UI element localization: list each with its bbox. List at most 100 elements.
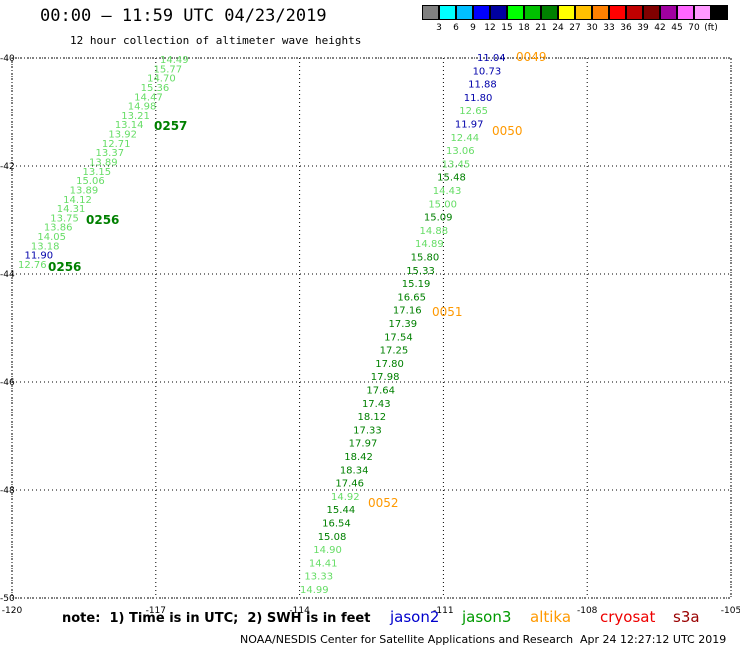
track-a-value: 15.77	[154, 64, 183, 75]
track-a-time: 0256	[86, 213, 119, 227]
legend-s3a: s3a	[673, 608, 700, 626]
track-b-value: 13.33	[304, 572, 333, 583]
track-b-value: 14.99	[300, 585, 329, 596]
colorbar-label: 21	[535, 23, 547, 33]
track-b-value: 14.43	[433, 186, 462, 197]
lon-tick-label: -111	[433, 606, 453, 616]
track-a-value: 14.47	[134, 92, 163, 103]
track-a-value: 11.90	[24, 251, 53, 262]
track-b-value: 14.92	[331, 492, 360, 503]
track-b-value: 17.80	[375, 359, 404, 370]
track-b-value: 14.88	[419, 226, 448, 237]
colorbar-swatch	[592, 5, 609, 20]
colorbar-label: 45	[671, 23, 683, 33]
lat-tick-label: -40	[0, 54, 15, 64]
lon-tick-label: -117	[146, 606, 166, 616]
track-b-value: 17.39	[389, 319, 418, 330]
track-b-time: 0049	[516, 50, 547, 64]
track-a-value: 13.89	[70, 185, 99, 196]
track-a-value: 13.21	[121, 111, 150, 122]
lat-tick-label: -50	[0, 594, 15, 604]
track-b-value: 15.48	[437, 173, 466, 184]
colorbar-label: 15	[501, 23, 513, 33]
colorbar-label: 70	[688, 23, 700, 33]
legend-jason2: jason2	[390, 608, 440, 626]
track-a-value: 12.76	[18, 260, 47, 271]
track-b-value: 12.44	[450, 133, 479, 144]
track-b-value: 17.43	[362, 399, 391, 410]
track-b-value: 17.46	[335, 479, 364, 490]
colorbar-swatch	[677, 5, 694, 20]
lon-tick-label: -120	[2, 606, 23, 616]
colorbar-label: 3	[436, 23, 442, 33]
track-b-value: 11.04	[477, 53, 506, 64]
colorbar-swatch	[660, 5, 677, 20]
track-b-value: 17.16	[393, 306, 422, 317]
track-a-value: 13.14	[115, 120, 144, 131]
colorbar-label: 24	[552, 23, 564, 33]
colorbar-swatch	[422, 5, 439, 20]
legend-jason3: jason3	[462, 608, 512, 626]
track-b-value: 13.06	[446, 146, 475, 157]
legend-cryosat: cryosat	[600, 608, 656, 626]
track-a-value: 13.75	[50, 213, 79, 224]
colorbar-swatch	[490, 5, 507, 20]
track-b-value: 17.98	[371, 372, 400, 383]
track-a-value: 13.37	[95, 148, 124, 159]
track-b-value: 12.65	[459, 106, 488, 117]
colorbar-label: 9	[470, 23, 476, 33]
track-a-value: 14.49	[160, 55, 189, 66]
track-b-value: 11.97	[455, 120, 484, 131]
colorbar-swatch	[626, 5, 643, 20]
track-b-value: 15.19	[402, 279, 431, 290]
track-b-value: 16.54	[322, 519, 351, 530]
track-b-value: 17.97	[349, 439, 378, 450]
track-a-value: 13.18	[31, 241, 60, 252]
track-b-value: 15.09	[424, 213, 453, 224]
footer-note: note: 1) Time is in UTC; 2) SWH is in fe…	[62, 611, 371, 626]
colorbar-label: 33	[603, 23, 615, 33]
credit-text: NOAA/NESDIS Center for Satellite Applica…	[240, 633, 574, 646]
lat-tick-label: -46	[0, 378, 15, 388]
track-b-value: 14.41	[309, 558, 338, 569]
track-b-time: 0052	[368, 496, 399, 510]
colorbar-label: 12	[484, 23, 496, 33]
lon-tick-label: -114	[289, 606, 310, 616]
colorbar-swatch	[711, 5, 728, 20]
track-b-value: 17.54	[384, 332, 413, 343]
lon-tick-label: -105	[721, 606, 740, 616]
page-subtitle: 12 hour collection of altimeter wave hei…	[70, 34, 362, 47]
track-b-value: 17.64	[366, 386, 395, 397]
track-b-value: 10.73	[473, 66, 502, 77]
track-a-value: 14.05	[37, 232, 66, 243]
track-a-value: 14.98	[128, 102, 157, 113]
colorbar-swatch	[541, 5, 558, 20]
track-b-value: 18.42	[344, 452, 373, 463]
track-b-value: 18.34	[340, 465, 369, 476]
track-a-time: 0257	[154, 119, 187, 133]
track-b-value: 13.45	[442, 159, 471, 170]
lon-tick-label: -108	[577, 606, 598, 616]
colorbar-label: 27	[569, 23, 581, 33]
track-b-value: 15.00	[428, 199, 457, 210]
track-a-value: 13.92	[108, 130, 137, 141]
colorbar-swatch	[507, 5, 524, 20]
track-a-value: 12.71	[102, 139, 131, 150]
colorbar-swatch	[473, 5, 490, 20]
colorbar-swatch	[643, 5, 660, 20]
track-a-value: 14.70	[147, 74, 176, 85]
page-title: 00:00 – 11:59 UTC 04/23/2019	[40, 6, 327, 26]
track-b-value: 11.88	[468, 80, 497, 91]
track-b-value: 18.12	[358, 412, 387, 423]
colorbar-swatch	[575, 5, 592, 20]
colorbar-label: 42	[654, 23, 666, 33]
colorbar-swatch	[524, 5, 541, 20]
colorbar-label: 6	[453, 23, 459, 33]
track-a-time: 0256	[48, 260, 81, 274]
colorbar-label: 30	[586, 23, 598, 33]
track-b-time: 0050	[492, 124, 523, 138]
track-b-value: 14.90	[313, 545, 342, 556]
track-b-value: 15.08	[318, 532, 347, 543]
